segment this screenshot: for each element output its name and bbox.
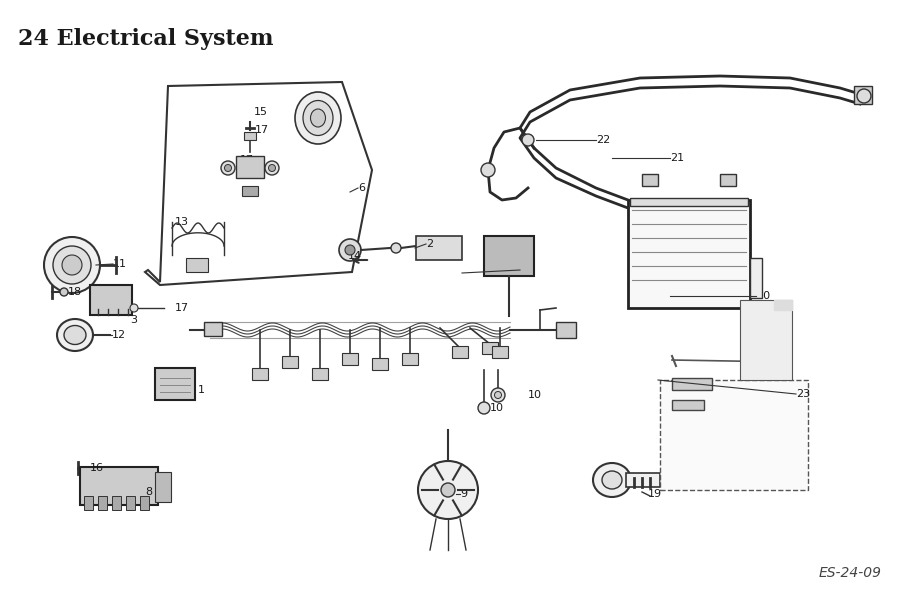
FancyBboxPatch shape — [484, 236, 534, 276]
Ellipse shape — [339, 239, 361, 261]
FancyBboxPatch shape — [282, 356, 298, 368]
Ellipse shape — [130, 304, 138, 312]
FancyBboxPatch shape — [740, 300, 792, 380]
Text: 4: 4 — [520, 265, 527, 275]
Ellipse shape — [593, 463, 631, 497]
Text: 1: 1 — [198, 385, 205, 395]
Ellipse shape — [60, 288, 68, 296]
Text: 20: 20 — [756, 291, 770, 301]
Ellipse shape — [491, 388, 505, 402]
Ellipse shape — [303, 100, 333, 136]
Text: 19: 19 — [648, 489, 662, 499]
Ellipse shape — [221, 161, 235, 175]
FancyBboxPatch shape — [242, 186, 258, 196]
FancyBboxPatch shape — [112, 496, 121, 510]
Ellipse shape — [64, 325, 86, 344]
FancyBboxPatch shape — [556, 322, 576, 338]
FancyBboxPatch shape — [342, 353, 358, 365]
Text: 23: 23 — [796, 389, 810, 399]
FancyBboxPatch shape — [672, 400, 704, 410]
Text: 9: 9 — [460, 489, 467, 499]
FancyBboxPatch shape — [492, 346, 508, 358]
Text: 17: 17 — [240, 155, 254, 165]
FancyBboxPatch shape — [236, 156, 264, 178]
FancyBboxPatch shape — [416, 236, 462, 260]
Ellipse shape — [478, 402, 490, 414]
FancyBboxPatch shape — [630, 198, 748, 206]
Text: 10: 10 — [490, 403, 504, 413]
Ellipse shape — [857, 89, 871, 103]
FancyBboxPatch shape — [80, 467, 158, 505]
FancyBboxPatch shape — [750, 258, 762, 298]
Ellipse shape — [441, 483, 455, 497]
FancyBboxPatch shape — [186, 258, 208, 272]
Text: 8: 8 — [145, 487, 152, 497]
Text: 17: 17 — [175, 303, 189, 313]
FancyBboxPatch shape — [312, 368, 328, 380]
Text: 3: 3 — [130, 315, 137, 325]
Text: 11: 11 — [113, 259, 127, 269]
Text: 6: 6 — [358, 183, 365, 193]
Ellipse shape — [268, 164, 275, 172]
Text: 17: 17 — [255, 125, 269, 135]
FancyBboxPatch shape — [720, 174, 736, 186]
FancyBboxPatch shape — [244, 132, 256, 140]
Ellipse shape — [345, 245, 355, 255]
FancyBboxPatch shape — [642, 174, 658, 186]
FancyBboxPatch shape — [84, 496, 93, 510]
Text: 24 Electrical System: 24 Electrical System — [18, 28, 274, 50]
FancyBboxPatch shape — [402, 353, 418, 365]
FancyBboxPatch shape — [482, 342, 498, 354]
Ellipse shape — [265, 161, 279, 175]
FancyBboxPatch shape — [98, 496, 107, 510]
Text: 18: 18 — [68, 287, 82, 297]
Ellipse shape — [522, 134, 534, 146]
FancyBboxPatch shape — [628, 200, 750, 308]
Ellipse shape — [224, 164, 231, 172]
FancyBboxPatch shape — [90, 285, 132, 315]
FancyBboxPatch shape — [155, 368, 195, 400]
FancyBboxPatch shape — [672, 378, 712, 390]
Ellipse shape — [418, 461, 478, 519]
Ellipse shape — [481, 163, 495, 177]
Text: 10: 10 — [528, 390, 542, 400]
Ellipse shape — [53, 246, 91, 284]
Text: 14: 14 — [348, 251, 362, 261]
Ellipse shape — [295, 92, 341, 144]
Text: ES-24-09: ES-24-09 — [819, 566, 882, 580]
FancyBboxPatch shape — [372, 358, 388, 370]
Text: 22: 22 — [596, 135, 610, 145]
Ellipse shape — [44, 237, 100, 293]
Ellipse shape — [62, 255, 82, 275]
Text: 15: 15 — [254, 107, 268, 117]
Ellipse shape — [391, 243, 401, 253]
Text: 16: 16 — [90, 463, 104, 473]
FancyBboxPatch shape — [140, 496, 149, 510]
Text: 2: 2 — [426, 239, 433, 249]
Ellipse shape — [494, 391, 501, 398]
Text: 12: 12 — [112, 330, 126, 340]
FancyBboxPatch shape — [155, 472, 171, 502]
FancyBboxPatch shape — [204, 322, 222, 336]
FancyBboxPatch shape — [854, 86, 872, 104]
Ellipse shape — [602, 471, 622, 489]
FancyBboxPatch shape — [252, 368, 268, 380]
Text: 13: 13 — [175, 217, 189, 227]
FancyBboxPatch shape — [452, 346, 468, 358]
FancyBboxPatch shape — [126, 496, 135, 510]
Polygon shape — [774, 300, 792, 310]
FancyBboxPatch shape — [626, 473, 660, 487]
Text: 21: 21 — [670, 153, 684, 163]
FancyBboxPatch shape — [660, 380, 808, 490]
Ellipse shape — [57, 319, 93, 351]
Ellipse shape — [310, 109, 326, 127]
